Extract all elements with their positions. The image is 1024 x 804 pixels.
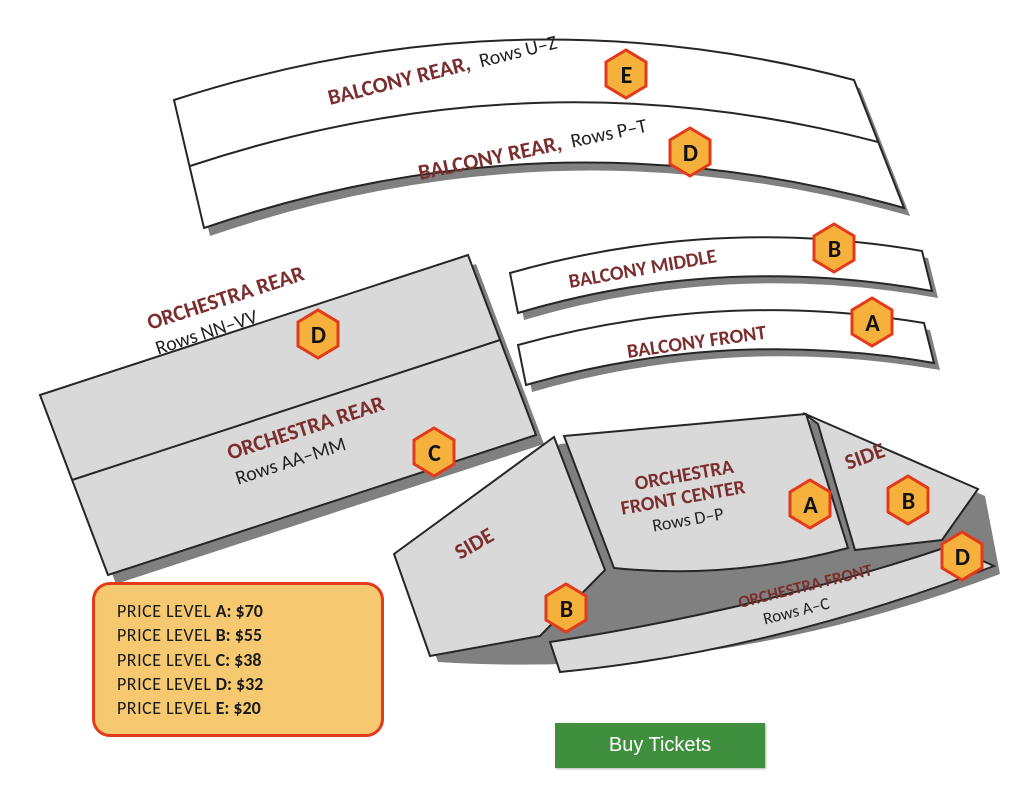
- badge-d1-text: D: [683, 139, 698, 168]
- price-legend: PRICE LEVEL A: $70 PRICE LEVEL B: $55 PR…: [92, 582, 384, 737]
- price-line-c: PRICE LEVEL C: $38: [117, 648, 359, 672]
- balcony-rear-group: BALCONY REAR, Rows U–Z BALCONY REAR, Row…: [174, 28, 910, 236]
- badge-a2-text: A: [803, 491, 818, 520]
- price-label-prefix: PRICE LEVEL: [117, 600, 212, 622]
- price-line-a: PRICE LEVEL A: $70: [117, 599, 359, 623]
- badge-b2-text: B: [560, 595, 573, 624]
- badge-d2-text: D: [311, 321, 326, 350]
- badge-b3-text: B: [902, 487, 915, 516]
- price-line-e: PRICE LEVEL E: $20: [117, 696, 359, 720]
- badge-e-text: E: [621, 61, 633, 90]
- badge-b1-text: B: [828, 235, 841, 264]
- price-line-b: PRICE LEVEL B: $55: [117, 623, 359, 647]
- buy-tickets-button[interactable]: Buy Tickets: [555, 723, 765, 768]
- price-val-a: $70: [236, 600, 263, 622]
- price-line-d: PRICE LEVEL D: $32: [117, 672, 359, 696]
- badge-d3-text: D: [955, 543, 970, 572]
- badge-c-text: C: [428, 439, 441, 468]
- price-letter-a: A: [216, 600, 227, 622]
- badge-a1-text: A: [865, 309, 880, 338]
